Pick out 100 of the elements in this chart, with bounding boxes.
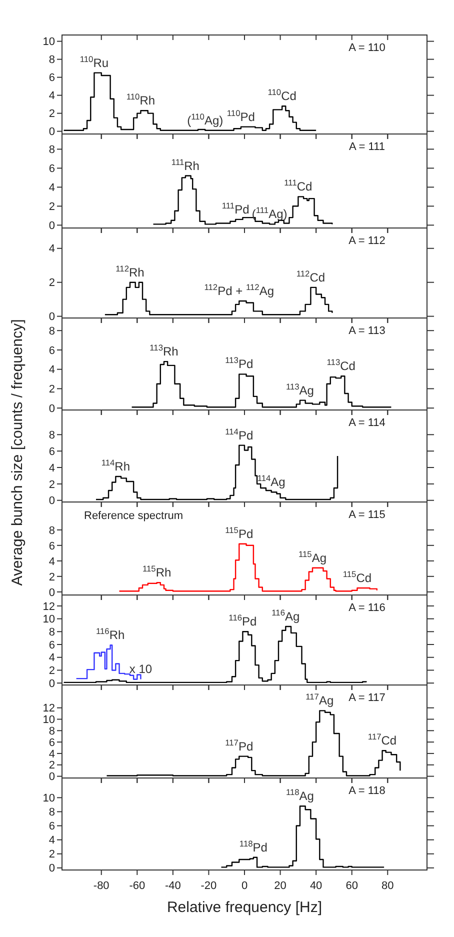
x-tick-label: -20 <box>200 880 217 892</box>
text: A = 117 <box>348 692 386 704</box>
y-tick-label: 0 <box>48 771 55 784</box>
annotation: $^{111}$Cd <box>284 178 312 194</box>
y-tick-label: 6 <box>48 736 55 749</box>
y-tick-label: 0 <box>48 126 55 138</box>
annotation: $^{110}$Cd <box>268 87 296 104</box>
annotation: $^{116}$Rh <box>96 626 125 642</box>
y-tick-label: 4 <box>48 90 55 102</box>
y-tick-label: 2 <box>48 665 55 678</box>
y-tick-label: 2 <box>48 478 55 491</box>
y-tick-label: 0 <box>48 862 55 875</box>
y-axis-title: Average bunch size [counts / frequency] <box>9 319 26 586</box>
x-tick-label: 40 <box>310 880 322 892</box>
annotation: $^{118}$Pd <box>239 838 268 854</box>
annotation: $^{113}$Cd <box>326 357 356 374</box>
text: A = 114 <box>348 417 386 429</box>
annotation: $^{112}$Cd <box>296 268 326 284</box>
y-tick-label: 8 <box>48 54 55 66</box>
y-tick-label: 4 <box>48 652 55 664</box>
annotation: $^{113}$Ag <box>286 381 314 398</box>
y-tick-label: 10 <box>42 792 55 805</box>
y-tick-label: 4 <box>48 243 55 256</box>
annotation: $^{114}$Ag <box>257 473 286 490</box>
y-tick-label: 0 <box>48 220 55 232</box>
annotation: $^{114}$Rh <box>101 458 130 474</box>
y-tick-label: 10 <box>42 714 55 726</box>
annotation: $^{117}$Ag <box>306 692 334 708</box>
y-tick-label: 2 <box>48 760 55 772</box>
annotation: $^{110}$Ru <box>80 54 109 70</box>
text: A = 115 <box>348 509 386 521</box>
y-tick-label: 6 <box>48 639 55 652</box>
y-tick-label: 2 <box>48 848 55 861</box>
annotation: x 10 <box>129 662 152 676</box>
y-tick-label: 6 <box>48 163 55 176</box>
y-tick-label: 2 <box>48 571 55 584</box>
y-tick-label: 6 <box>48 72 55 84</box>
annotation: $^{115}$Pd <box>225 524 254 541</box>
y-tick-label: 8 <box>48 626 55 638</box>
y-tick-label: 4 <box>48 182 55 194</box>
y-tick-label: 8 <box>48 806 55 819</box>
y-tick-label: 6 <box>48 540 55 552</box>
x-tick-label: -60 <box>129 880 146 892</box>
annotation: ($^{110}$Ag) <box>187 111 224 128</box>
annotation: $^{116}$Ag <box>272 608 300 624</box>
x-tick-label: 60 <box>346 880 358 892</box>
annotation: $^{115}$Cd <box>342 569 372 586</box>
y-tick-label: 6 <box>48 344 55 357</box>
annotation: $^{112}$Rh <box>116 263 144 280</box>
annotation: $^{113}$Pd <box>225 355 254 372</box>
annotation: $^{110}$Rh <box>126 92 156 108</box>
annotation: $^{115}$Rh <box>142 564 172 580</box>
annotation: $^{117}$Pd <box>225 737 254 754</box>
y-tick-label: 4 <box>48 364 55 376</box>
y-tick-label: 6 <box>48 446 55 458</box>
y-tick-label: 12 <box>42 600 55 613</box>
annotation: $^{115}$Ag <box>298 548 327 565</box>
annotation: $^{116}$Pd <box>228 612 257 629</box>
annotation: $^{114}$Pd <box>225 426 254 442</box>
y-tick-label: 4 <box>48 556 55 568</box>
y-tick-label: 0 <box>48 586 55 599</box>
annotation: $^{112}$Pd + $^{112}$Ag <box>204 282 274 298</box>
y-tick-label: 0 <box>48 402 55 415</box>
x-tick-label: 20 <box>274 880 286 892</box>
y-tick-label: 8 <box>48 524 55 537</box>
annotation: $^{117}$Cd <box>368 732 397 748</box>
y-tick-label: 2 <box>48 108 55 120</box>
y-tick-label: 12 <box>42 702 55 715</box>
text: A = 118 <box>348 785 386 797</box>
y-tick-label: 10 <box>42 36 55 48</box>
y-tick-label: 0 <box>48 495 55 508</box>
y-tick-label: 4 <box>48 748 55 760</box>
text: Reference spectrum <box>84 510 184 522</box>
y-tick-label: 10 <box>42 614 55 626</box>
y-tick-label: 4 <box>48 834 55 847</box>
y-tick-label: 4 <box>48 462 55 474</box>
x-tick-label: -40 <box>164 880 181 892</box>
x-tick-label: -80 <box>93 880 110 892</box>
text: A = 110 <box>348 42 386 54</box>
x-tick-label: 0 <box>241 880 248 892</box>
y-tick-label: 8 <box>48 429 55 442</box>
y-tick-label: 8 <box>48 325 55 338</box>
y-tick-label: 8 <box>48 725 55 738</box>
annotation: $^{111}$Rh <box>171 156 200 173</box>
y-tick-label: 2 <box>48 384 55 396</box>
text: A = 116 <box>348 602 386 614</box>
text: A = 113 <box>348 325 386 337</box>
annotation: $^{111}$Pd <box>222 200 250 216</box>
y-tick-label: 6 <box>48 820 55 833</box>
y-tick-label: 0 <box>48 678 55 690</box>
x-tick-label: 80 <box>382 880 394 892</box>
x-axis-title: Relative frequency [Hz] <box>166 899 322 916</box>
text: A = 111 <box>349 141 385 153</box>
y-tick-label: 2 <box>48 277 55 290</box>
text: A = 112 <box>348 235 386 247</box>
annotation: $^{113}$Rh <box>150 342 178 359</box>
y-tick-label: 8 <box>48 144 55 156</box>
y-tick-label: 2 <box>48 201 55 214</box>
y-tick-label: 0 <box>48 311 55 324</box>
annotation: $^{110}$Pd <box>226 108 255 124</box>
